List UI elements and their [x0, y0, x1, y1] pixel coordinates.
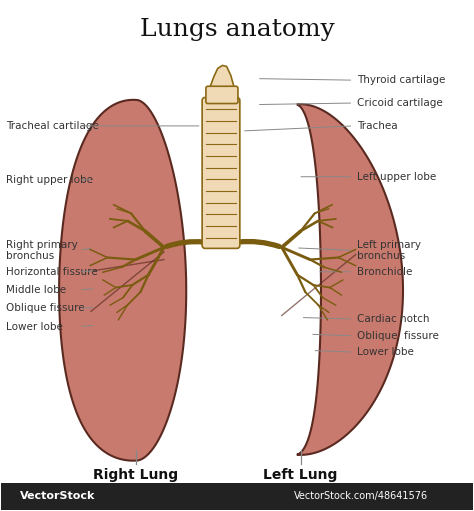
FancyBboxPatch shape [202, 98, 240, 248]
Text: Right primary
bronchus: Right primary bronchus [6, 240, 78, 261]
Text: Middle lobe: Middle lobe [6, 285, 66, 295]
Text: Trachea: Trachea [357, 121, 398, 131]
Polygon shape [59, 100, 186, 461]
Text: Left upper lobe: Left upper lobe [357, 172, 437, 182]
Text: Left Lung: Left Lung [264, 468, 338, 482]
Text: Lower lobe: Lower lobe [6, 321, 63, 332]
Text: Right Lung: Right Lung [93, 468, 178, 482]
FancyBboxPatch shape [206, 86, 238, 104]
Text: Thyroid cartilage: Thyroid cartilage [357, 75, 446, 85]
Text: Tracheal cartilage: Tracheal cartilage [6, 121, 99, 131]
Text: Oblique  fissure: Oblique fissure [357, 331, 439, 341]
Text: Left primary
bronchus: Left primary bronchus [357, 240, 421, 261]
Polygon shape [297, 104, 403, 455]
Text: Bronchiole: Bronchiole [357, 267, 412, 277]
Text: Horizontal fissure: Horizontal fissure [6, 267, 98, 277]
Text: Lungs anatomy: Lungs anatomy [140, 18, 334, 41]
Text: Lower lobe: Lower lobe [357, 347, 414, 357]
Text: Cardiac notch: Cardiac notch [357, 314, 429, 324]
Text: Oblique fissure: Oblique fissure [6, 304, 85, 313]
FancyBboxPatch shape [1, 483, 473, 509]
Text: VectorStock: VectorStock [20, 492, 96, 501]
Text: VectorStock.com/48641576: VectorStock.com/48641576 [293, 492, 428, 501]
Text: Right upper lobe: Right upper lobe [6, 175, 93, 185]
Text: Cricoid cartilage: Cricoid cartilage [357, 98, 443, 108]
Polygon shape [209, 65, 235, 99]
